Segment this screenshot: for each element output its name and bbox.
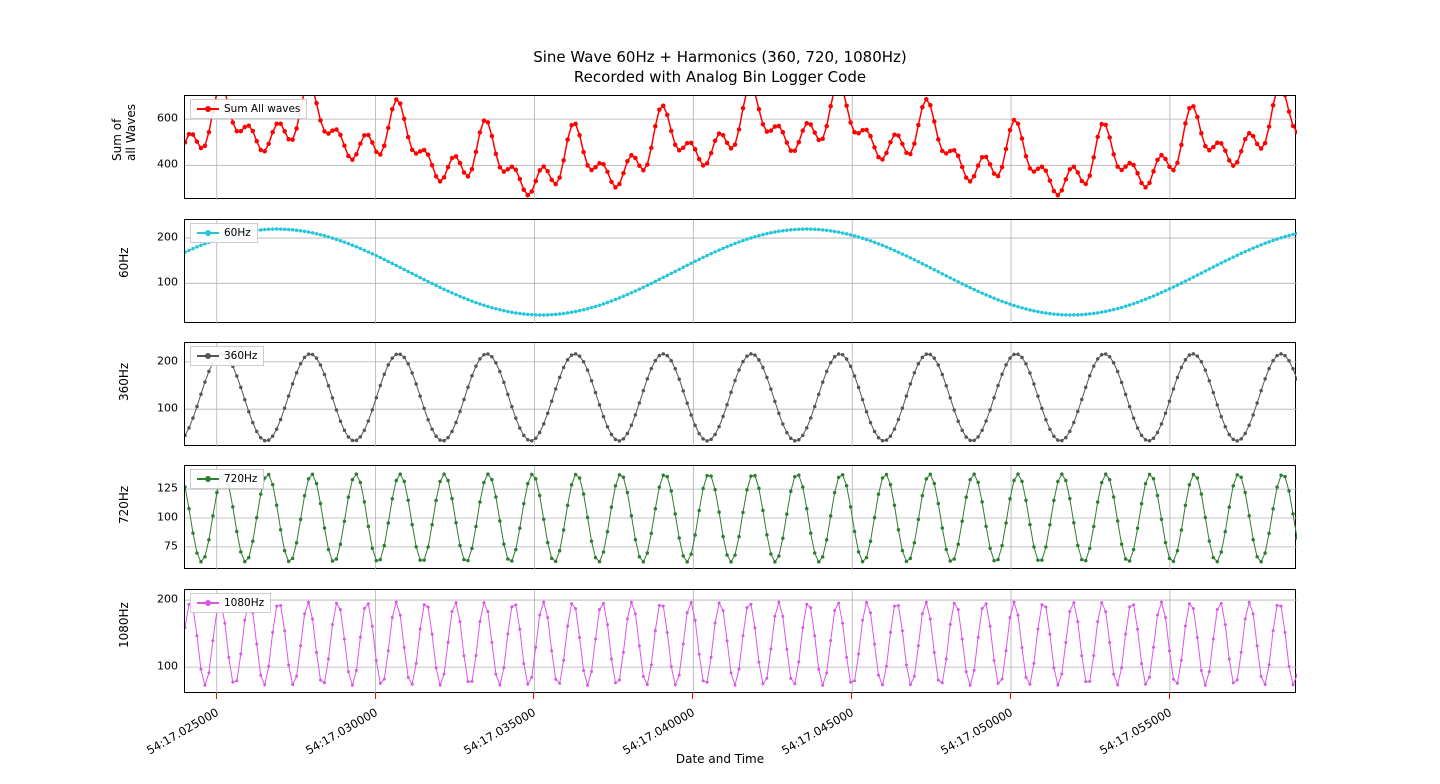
- plot-svg-sum: [185, 96, 1297, 200]
- xtick-mark: [216, 693, 217, 699]
- legend-label: 720Hz: [224, 473, 257, 485]
- xtick-label: 54:17.055000: [1097, 705, 1174, 757]
- legend-label: 360Hz: [224, 350, 257, 362]
- xtick-label: 54:17.040000: [620, 705, 697, 757]
- legend-label: 1080Hz: [224, 597, 264, 609]
- ytick-label: 75: [144, 539, 178, 552]
- xtick-mark: [1010, 693, 1011, 699]
- legend-1080hz: 1080Hz: [190, 593, 271, 613]
- xtick-label: 54:17.035000: [462, 705, 539, 757]
- xtick-label: 54:17.030000: [303, 705, 380, 757]
- x-axis-label: Date and Time: [0, 752, 1440, 766]
- xtick-mark: [375, 693, 376, 699]
- ytick-label: 200: [144, 231, 178, 244]
- ytick-label: 100: [144, 276, 178, 289]
- series-line-360hz: [185, 354, 1297, 441]
- series-line-1080hz: [185, 602, 1297, 685]
- xtick-label: 54:17.050000: [938, 705, 1015, 757]
- chart-panel-60hz: [184, 219, 1296, 323]
- ytick-label: 100: [144, 660, 178, 673]
- y-axis-label-360hz: 360Hz: [117, 385, 131, 401]
- plot-svg-1080hz: [185, 590, 1297, 694]
- legend-sum: Sum All waves: [190, 99, 307, 119]
- legend-label: Sum All waves: [224, 103, 300, 115]
- ytick-label: 125: [144, 482, 178, 495]
- xtick-mark: [692, 693, 693, 699]
- xtick-label: 54:17.045000: [779, 705, 856, 757]
- ytick-label: 600: [144, 112, 178, 125]
- figure: Sine Wave 60Hz + Harmonics (360, 720, 10…: [0, 0, 1440, 784]
- y-axis-label-60hz: 60Hz: [117, 262, 131, 278]
- xtick-label: 54:17.025000: [144, 705, 221, 757]
- ytick-label: 200: [144, 593, 178, 606]
- chart-panel-sum: [184, 95, 1296, 199]
- y-axis-label-sum: Sum of all Waves: [110, 145, 138, 161]
- xtick-mark: [1169, 693, 1170, 699]
- plot-svg-60hz: [185, 220, 1297, 324]
- chart-panel-360hz: [184, 342, 1296, 446]
- ytick-label: 400: [144, 158, 178, 171]
- chart-panel-720hz: [184, 465, 1296, 569]
- plot-svg-360hz: [185, 343, 1297, 447]
- xtick-mark: [851, 693, 852, 699]
- legend-720hz: 720Hz: [190, 469, 264, 489]
- chart-panel-1080hz: [184, 589, 1296, 693]
- ytick-label: 100: [144, 402, 178, 415]
- ytick-label: 200: [144, 354, 178, 367]
- y-axis-label-720hz: 720Hz: [117, 508, 131, 524]
- y-axis-label-1080hz: 1080Hz: [117, 632, 131, 648]
- suptitle: Sine Wave 60Hz + Harmonics (360, 720, 10…: [0, 48, 1440, 87]
- series-line-sum: [185, 96, 1297, 195]
- legend-label: 60Hz: [224, 227, 251, 239]
- plot-svg-720hz: [185, 466, 1297, 570]
- ytick-label: 100: [144, 511, 178, 524]
- series-line-60hz: [185, 229, 1297, 315]
- title-line-2: Recorded with Analog Bin Logger Code: [0, 68, 1440, 88]
- xtick-mark: [533, 693, 534, 699]
- legend-360hz: 360Hz: [190, 346, 264, 366]
- title-line-1: Sine Wave 60Hz + Harmonics (360, 720, 10…: [0, 48, 1440, 68]
- legend-60hz: 60Hz: [190, 223, 258, 243]
